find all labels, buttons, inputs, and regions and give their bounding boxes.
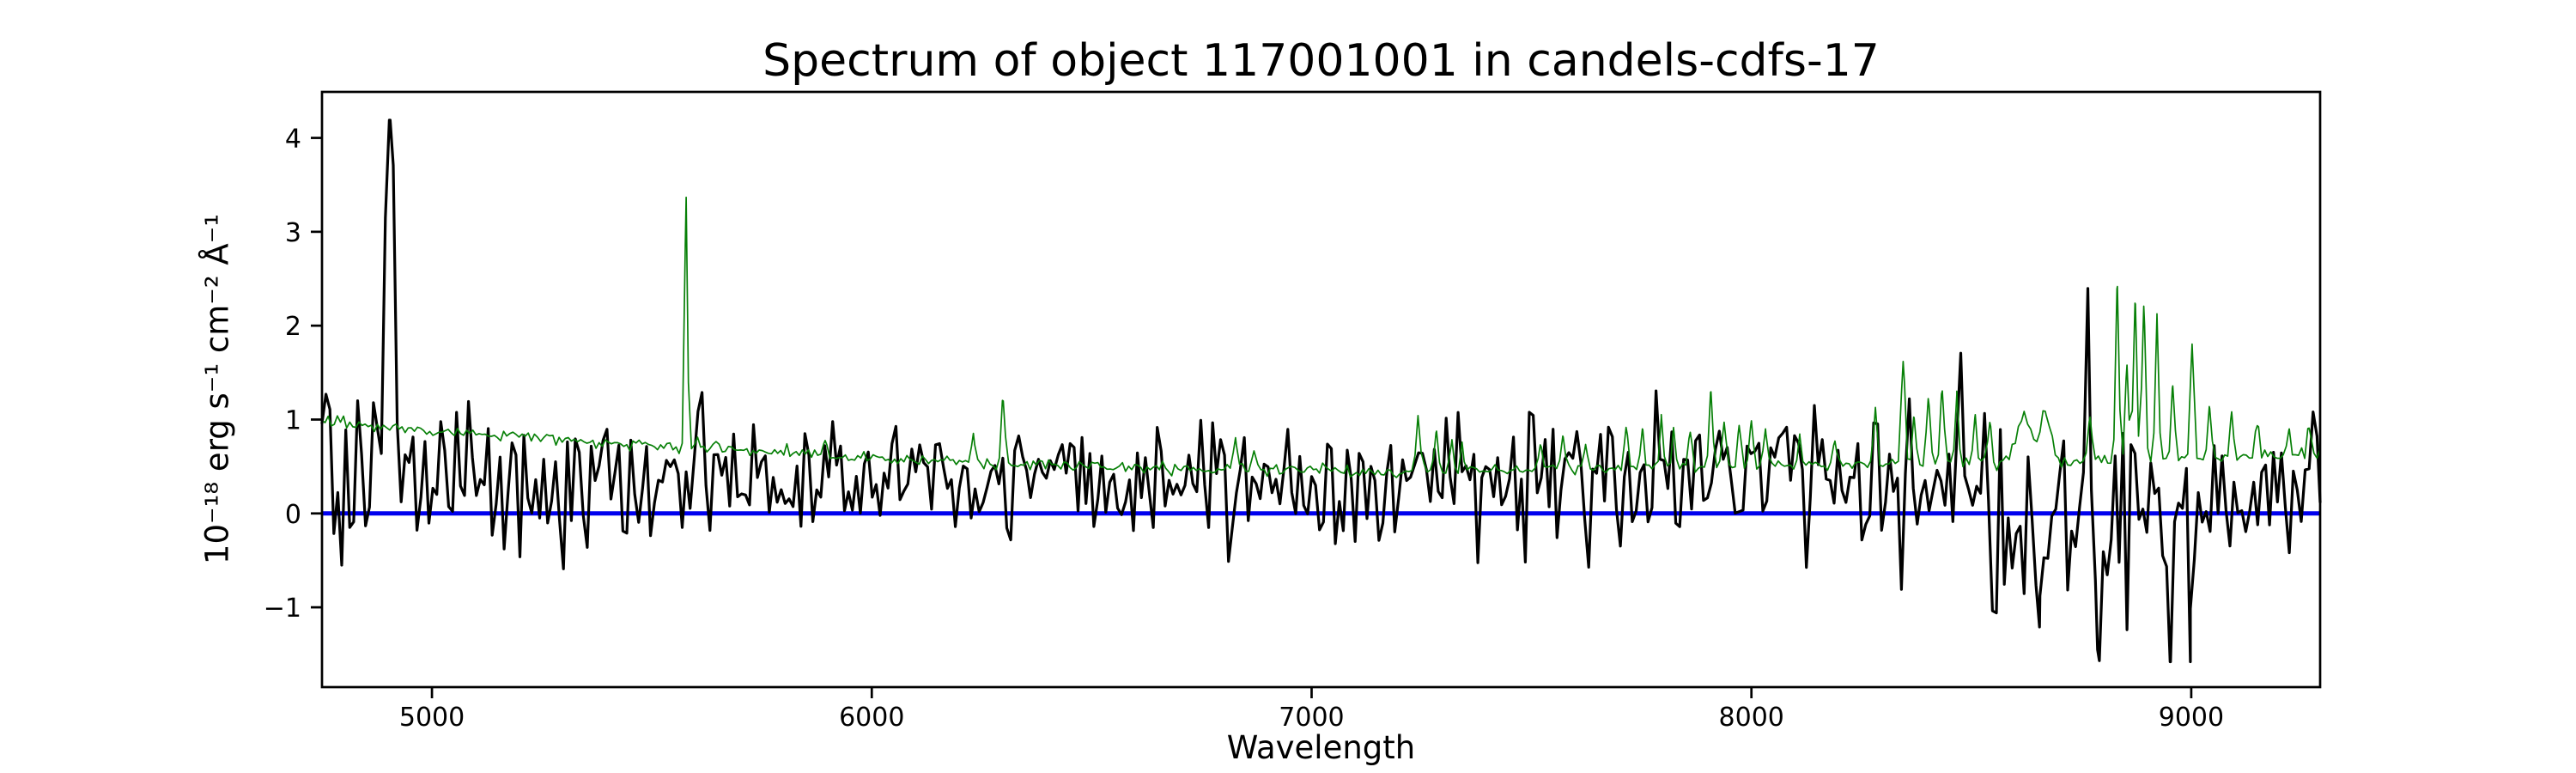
y-tick-label: 1 bbox=[285, 405, 301, 435]
x-tick-label: 8000 bbox=[1719, 703, 1784, 733]
y-tick-label: −1 bbox=[264, 593, 301, 624]
y-axis-label: 10⁻¹⁸ erg s⁻¹ cm⁻² Å⁻¹ bbox=[198, 213, 236, 565]
chart-title: Spectrum of object 117001001 in candels-… bbox=[762, 35, 1880, 87]
x-tick-label: 6000 bbox=[839, 703, 904, 733]
axes-frame bbox=[320, 90, 2322, 689]
x-tick-label: 9000 bbox=[2159, 703, 2224, 733]
y-tick-label: 2 bbox=[285, 312, 301, 342]
y-tick-label: 0 bbox=[285, 500, 301, 530]
y-tick-label: 3 bbox=[285, 218, 301, 248]
x-tick-label: 5000 bbox=[399, 703, 465, 733]
sky-noise-line bbox=[321, 196, 2321, 478]
flux-line bbox=[320, 119, 2322, 664]
x-axis-label: Wavelength bbox=[1226, 729, 1416, 766]
x-tick-label: 7000 bbox=[1279, 703, 1344, 733]
y-tick-label: 4 bbox=[285, 125, 301, 155]
